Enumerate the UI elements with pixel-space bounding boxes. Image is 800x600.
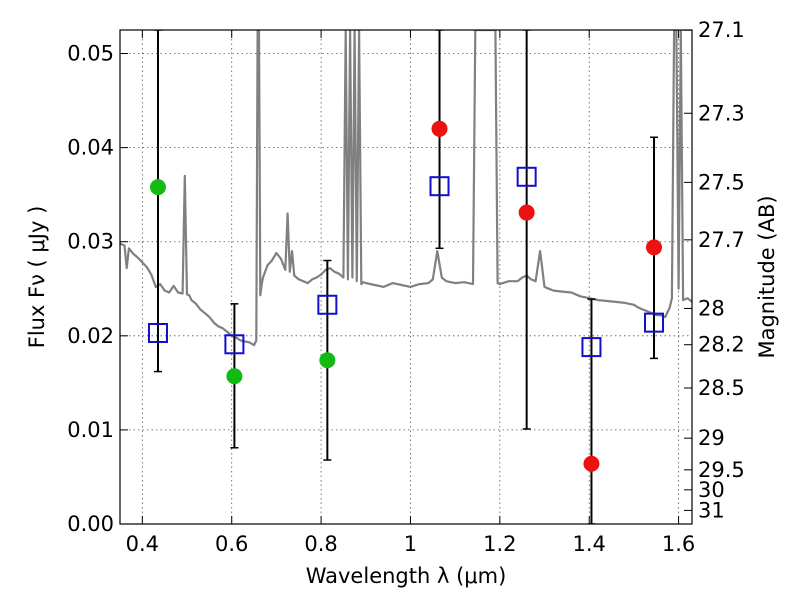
y2-tick-label: 27.7 xyxy=(698,228,745,252)
photometry-square xyxy=(317,294,338,315)
photometry-square xyxy=(644,312,665,333)
x-tick-label: 0.4 xyxy=(126,532,159,556)
error-bars xyxy=(153,30,659,524)
green-point xyxy=(319,352,336,369)
x-axis-label: Wavelength λ (μm) xyxy=(306,564,507,588)
y2-axis-label: Magnitude (AB) xyxy=(755,195,779,358)
y2-tick-label: 27.3 xyxy=(698,101,745,125)
y-tick-label: 0.00 xyxy=(67,512,114,536)
photometry-square xyxy=(429,176,450,197)
axis-ticks xyxy=(120,29,692,525)
x-tick-label: 0.8 xyxy=(304,532,337,556)
photometry-square xyxy=(224,334,245,355)
y2-tick-label: 27.5 xyxy=(698,170,745,194)
red-points xyxy=(431,120,663,472)
y2-tick-label: 30 xyxy=(698,478,725,502)
green-point xyxy=(149,179,166,196)
photometry-square xyxy=(147,322,168,343)
red-point xyxy=(518,204,535,221)
photometry-squares xyxy=(147,166,665,358)
x-tick-label: 1.4 xyxy=(573,532,606,556)
y-tick-labels: 0.00 0.01 0.02 0.03 0.04 0.05 xyxy=(67,42,114,536)
y2-tick-label: 28.5 xyxy=(698,376,745,400)
x-tick-label: 1 xyxy=(404,532,417,556)
red-point xyxy=(583,455,600,472)
green-point xyxy=(226,368,243,385)
x-tick-labels: 0.4 0.6 0.8 1 1.2 1.4 1.6 xyxy=(126,532,696,556)
x-tick-label: 1.6 xyxy=(662,532,695,556)
y-tick-label: 0.04 xyxy=(67,136,114,160)
y-tick-label: 0.03 xyxy=(67,230,114,254)
grid-lines xyxy=(120,30,692,525)
y-tick-label: 0.01 xyxy=(67,418,114,442)
y-axis-label: Flux Fν ( μJy ) xyxy=(25,206,49,349)
model-spectrum xyxy=(120,30,692,347)
red-point xyxy=(431,120,448,137)
y2-tick-label: 28 xyxy=(698,296,725,320)
photometry-square xyxy=(581,337,602,358)
photometry-square xyxy=(516,166,537,187)
y2-tick-label: 27.1 xyxy=(698,18,745,42)
red-point xyxy=(646,239,663,256)
y2-tick-label: 28.2 xyxy=(698,333,745,357)
x-tick-label: 1.2 xyxy=(483,532,516,556)
model-spectrum-line xyxy=(120,30,692,347)
y2-tick-label: 29.5 xyxy=(698,458,745,482)
y-tick-label: 0.05 xyxy=(67,42,114,66)
y2-tick-label: 31 xyxy=(698,498,725,522)
green-points xyxy=(149,179,336,385)
y2-tick-label: 29 xyxy=(698,426,725,450)
y-tick-label: 0.02 xyxy=(67,324,114,348)
x-tick-label: 0.6 xyxy=(215,532,248,556)
plot-frame xyxy=(119,29,693,525)
